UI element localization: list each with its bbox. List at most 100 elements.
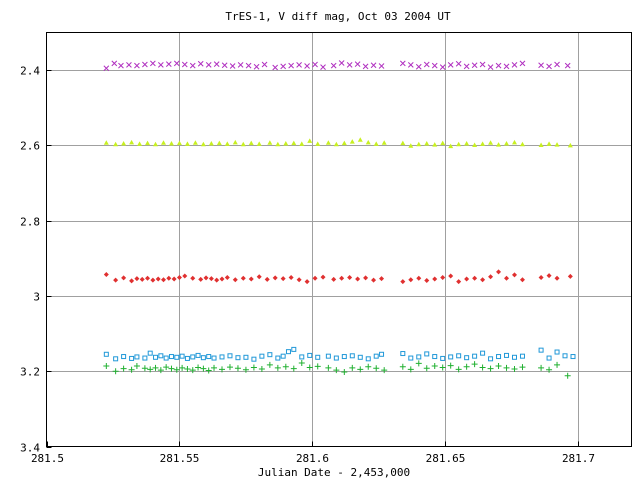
data-point-square [158,353,164,359]
data-point-plus [141,365,148,372]
data-point-diamond [139,276,145,282]
data-point-cross [554,61,560,68]
data-point-diamond [312,275,318,281]
data-point-cross [320,64,326,70]
data-point-triangle [103,140,109,145]
data-point-square [424,351,430,357]
data-point-plus [163,364,170,371]
data-point-diamond [208,276,214,282]
data-point-cross [288,62,294,69]
x-tick-label: 281.7 [562,452,595,465]
data-point-diamond [519,277,525,283]
data-point-square [512,354,517,360]
data-point-diamond [304,279,310,285]
data-point-plus [381,367,388,374]
series-cross [103,60,571,72]
data-point-square [519,353,525,359]
data-point-diamond [296,277,302,283]
data-point-triangle [216,140,222,146]
data-point-square [174,354,180,360]
data-point-cross [423,61,430,68]
x-tick-label: 281.55 [160,452,200,465]
data-point-square [280,353,286,359]
data-point-cross [150,60,156,67]
data-point-triangle [184,141,190,146]
data-point-cross [538,62,544,69]
data-point-triangle [299,141,305,146]
data-point-plus [511,365,518,372]
data-point-cross [362,63,369,70]
data-point-cross [546,63,552,70]
data-point-plus [423,365,430,372]
data-point-square [349,353,355,359]
data-point-diamond [331,276,337,282]
data-point-triangle [315,141,321,146]
data-point-triangle [256,141,262,146]
data-point-triangle [275,141,281,147]
data-point-square [243,354,249,360]
data-point-cross [338,60,345,66]
series-diamond [103,269,573,285]
data-point-diamond [224,275,230,281]
data-point-plus [503,364,510,371]
data-point-diamond [347,275,353,281]
data-point-diamond [379,276,385,282]
data-point-plus [365,363,372,370]
data-point-cross [103,65,110,72]
data-point-triangle [283,141,289,146]
data-point-square [285,349,291,355]
data-point-cross [330,62,337,69]
x-axis-title: Julian Date - 2,453,000 [258,466,410,479]
data-point-square [365,356,371,362]
data-point-cross [126,62,132,68]
data-point-triangle [208,141,214,146]
data-point-plus [234,365,241,372]
data-point-triangle [113,141,119,147]
data-point-square [504,352,510,358]
data-point-plus [274,364,281,371]
data-point-cross [407,62,414,68]
data-point-cross [564,62,571,69]
data-point-cross [237,62,244,68]
data-point-triangle [341,140,347,146]
data-point-diamond [232,277,238,283]
data-point-square [142,355,148,361]
data-point-cross [134,62,140,69]
data-point-plus [325,364,332,371]
data-point-diamond [416,275,422,281]
data-point-cross [519,60,526,67]
data-point-diamond [488,274,494,280]
data-point-diamond [121,275,127,281]
data-point-diamond [166,275,172,281]
y-tick-label: 2.4 [20,65,40,78]
data-point-plus [258,365,265,372]
y-tick-label: 3.2 [20,366,40,379]
data-point-square [562,353,568,359]
data-point-cross [455,60,462,67]
data-point-square [163,355,169,361]
data-point-triangle [472,142,478,148]
data-point-triangle [456,141,462,147]
data-point-square [103,351,109,357]
series-layer [103,60,576,379]
data-point-cross [111,60,118,67]
data-point-diamond [203,275,209,281]
data-point-plus [439,364,446,371]
data-point-diamond [472,275,478,281]
data-point-diamond [424,278,430,284]
data-point-square [432,354,438,360]
data-point-square [129,355,135,361]
data-point-plus [357,366,364,373]
data-point-diamond [182,273,188,279]
data-point-square [379,351,385,357]
plot-frame [46,32,632,447]
data-point-square [480,350,486,356]
data-point-triangle [424,141,430,146]
data-point-square [168,354,174,360]
data-point-diamond [363,275,369,281]
y-tick-label: 3.4 [20,442,40,455]
data-point-triangle [153,141,159,147]
data-point-diamond [400,279,406,285]
data-point-cross [471,62,478,69]
data-point-diamond [134,276,140,282]
